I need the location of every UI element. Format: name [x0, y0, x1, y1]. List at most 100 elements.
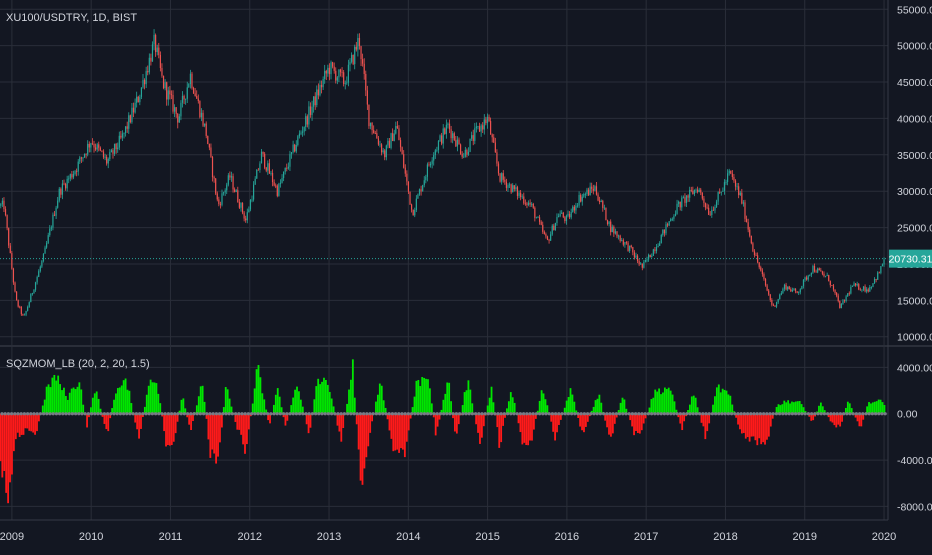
candle: [621, 237, 623, 242]
histogram-bar: [846, 401, 849, 414]
histogram-bar: [665, 389, 668, 414]
candle: [769, 293, 771, 302]
squeeze-dot: [29, 412, 33, 416]
histogram-bar: [689, 404, 691, 414]
squeeze-dot: [576, 412, 580, 416]
squeeze-dot: [755, 412, 759, 416]
squeeze-dot: [874, 412, 878, 416]
histogram-bar: [793, 402, 795, 414]
squeeze-dot: [611, 412, 615, 416]
candle: [71, 170, 73, 180]
candle: [25, 310, 27, 317]
histogram-bar: [769, 413, 772, 427]
squeeze-dot: [560, 412, 564, 416]
squeeze-dot: [64, 412, 68, 416]
candle: [398, 125, 400, 141]
squeeze-dot: [637, 412, 641, 416]
histogram-bar: [594, 400, 597, 414]
histogram-bar: [725, 390, 728, 414]
squeeze-dot: [112, 412, 116, 416]
candle: [482, 122, 484, 134]
candle: [63, 179, 65, 186]
squeeze-dot: [323, 412, 327, 416]
histogram-bar: [606, 413, 608, 428]
histogram-bar: [228, 398, 231, 414]
histogram-bar: [64, 395, 67, 414]
candle: [818, 267, 820, 271]
candle: [177, 112, 179, 129]
squeeze-dot: [742, 412, 747, 416]
histogram-bar: [654, 389, 657, 414]
candle: [764, 277, 767, 287]
candle: [249, 198, 252, 212]
histogram-bar: [781, 404, 784, 414]
candle: [159, 51, 161, 72]
histogram-bar: [0, 413, 2, 462]
squeeze-dot: [797, 412, 801, 416]
squeeze-dot: [832, 412, 836, 416]
candle: [369, 122, 372, 130]
squeeze-dot: [877, 412, 881, 416]
histogram-bar: [610, 413, 612, 437]
candle: [132, 102, 135, 118]
squeeze-dot: [835, 412, 839, 416]
candle: [861, 289, 863, 293]
price-title: XU100/USDTRY, 1D, BIST: [6, 12, 137, 24]
histogram-bar: [554, 413, 556, 441]
histogram-bar: [124, 378, 127, 414]
candle: [873, 277, 876, 285]
candle: [365, 70, 367, 97]
candle: [603, 204, 605, 211]
squeeze-dot: [608, 412, 612, 416]
squeeze-dot: [339, 412, 343, 416]
histogram-bar: [856, 413, 859, 422]
candle: [745, 215, 748, 223]
candle: [638, 258, 640, 267]
candle: [260, 149, 263, 164]
histogram-bar: [353, 397, 356, 414]
candle: [107, 157, 109, 169]
histogram-bar: [143, 406, 146, 414]
squeeze-dot: [669, 412, 673, 416]
candle: [867, 287, 869, 293]
squeeze-dot: [861, 412, 865, 416]
candle: [821, 270, 824, 276]
candle: [570, 208, 572, 220]
histogram-bar: [633, 413, 635, 436]
candle: [508, 182, 511, 189]
candle: [788, 285, 790, 290]
candle: [455, 135, 457, 148]
candle: [39, 265, 41, 273]
squeeze-dot: [528, 412, 532, 416]
squeeze-dot: [563, 412, 567, 416]
squeeze-dot: [246, 412, 250, 416]
histogram-bar: [20, 413, 23, 435]
squeeze-dot: [592, 412, 596, 416]
candle: [689, 186, 691, 202]
histogram-bar: [49, 387, 52, 414]
histogram-bar: [819, 402, 822, 414]
histogram-bar: [592, 406, 595, 414]
candle: [502, 170, 504, 183]
squeeze-dot: [272, 412, 276, 416]
histogram-bar: [43, 399, 46, 414]
histogram-bar: [91, 397, 94, 414]
candle: [237, 186, 239, 203]
candle: [68, 175, 70, 184]
histogram-bar: [328, 391, 331, 414]
squeeze-dot: [461, 412, 465, 416]
histogram-bar: [766, 413, 768, 440]
histogram-bar: [386, 413, 389, 420]
squeeze-dot: [288, 412, 292, 416]
candle: [717, 191, 719, 205]
candle: [134, 98, 136, 114]
histogram-bar: [151, 382, 154, 414]
histogram-bar: [640, 413, 643, 431]
squeeze-dot: [435, 412, 439, 416]
squeeze-dot: [634, 412, 638, 416]
squeeze-dot: [605, 412, 609, 416]
squeeze-dot: [237, 412, 241, 416]
candle: [467, 147, 470, 156]
histogram-bar: [835, 413, 838, 428]
candle: [823, 271, 825, 278]
